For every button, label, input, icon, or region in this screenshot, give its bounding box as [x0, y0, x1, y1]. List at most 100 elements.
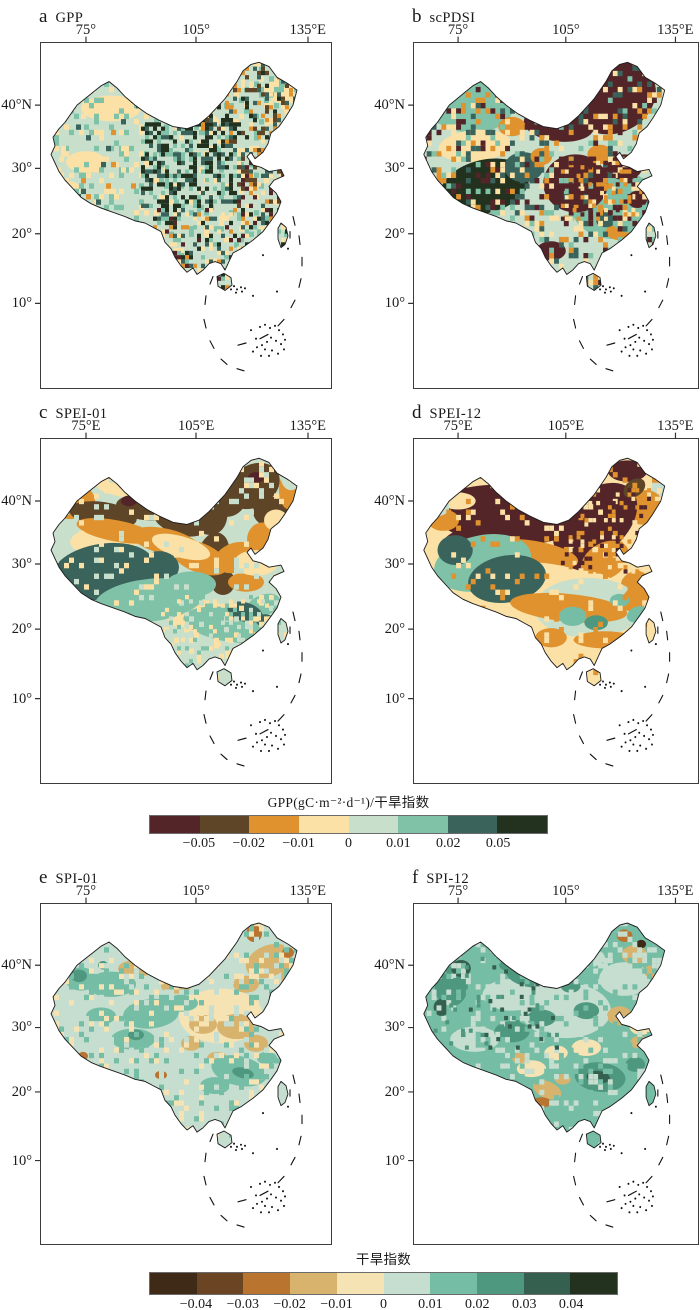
x-tick-label: 75°E	[443, 417, 473, 434]
colorbar-segment	[150, 816, 200, 833]
colorbar-tick-label: 0.02	[465, 1297, 490, 1310]
x-tick-label: 135°E	[657, 21, 694, 38]
colorbar-title: 干旱指数	[355, 1252, 412, 1267]
panel-title: f SPI-12	[412, 863, 469, 890]
y-tick-label: 30°	[11, 1019, 32, 1036]
panel-letter: d	[412, 402, 422, 423]
colorbar-tick-label: −0.02	[273, 1297, 306, 1310]
colorbar-segment	[199, 816, 250, 833]
panel-scpdsi: b scPDSI 75° 105° 135°E 40°N 30° 20° 10°	[374, 6, 699, 389]
y-tick-label: 10°	[11, 1152, 32, 1169]
panel-name: GPP	[55, 10, 84, 26]
colorbar-tick-label: −0.01	[320, 1297, 353, 1310]
panel-title: c SPEI-01	[39, 398, 107, 425]
colorbar-segment	[298, 816, 349, 833]
china-map-spi-01	[41, 904, 331, 1228]
panel-title: d SPEI-12	[412, 398, 481, 425]
colorbar-segment	[150, 1273, 197, 1294]
x-tick-label: 135°E	[289, 21, 326, 38]
x-tick-label: 135°E	[289, 417, 326, 434]
colorbar-tick-label: −0.02	[232, 836, 265, 851]
y-tick-label: 10°	[384, 1152, 405, 1169]
x-tick-label: 135°E	[289, 882, 326, 899]
y-tick-label: 10°	[11, 690, 32, 707]
china-map-spi-12	[414, 904, 698, 1228]
colorbar-segment	[398, 816, 448, 833]
panel-letter: c	[39, 402, 48, 423]
y-tick-label: 20°	[11, 225, 32, 242]
colorbar-tick-label: 0.04	[558, 1297, 584, 1310]
y-tick-label: 20°	[384, 620, 405, 637]
x-tick-label: 135°E	[657, 882, 694, 899]
panel-spei-12: d SPEI-12 75°E 105°E 135°E 40°N 30° 20° 1…	[374, 402, 699, 784]
panel-letter: a	[39, 6, 48, 27]
china-map-scpdsi	[414, 43, 698, 372]
panel-spei-01: c SPEI-01 75°E 105°E 135°E 40°N 30° 20° 1…	[1, 402, 332, 784]
colorbar-tick-label: 0.05	[485, 836, 511, 851]
panel-name: scPDSI	[429, 10, 476, 26]
colorbar-tick-label: 0.03	[511, 1297, 537, 1310]
y-tick-label: 10°	[11, 295, 32, 312]
x-tick-label: 105°	[182, 882, 210, 899]
panel-name: SPEI-12	[429, 406, 482, 422]
y-tick-label: 40°N	[374, 492, 405, 509]
x-tick-label: 105°	[182, 21, 210, 38]
colorbar-tick-label: 0	[380, 1297, 387, 1310]
y-tick-label: 10°	[384, 690, 405, 707]
colorbar-tick-label: 0.01	[418, 1297, 443, 1310]
y-tick-label: 20°	[11, 1083, 32, 1100]
y-tick-label: 20°	[384, 1083, 405, 1100]
colorbar-tick-label: −0.04	[179, 1297, 213, 1310]
panel-letter: f	[412, 867, 419, 888]
colorbar-tick-labels: −0.05 −0.02 −0.01 0 0.01 0.02 0.05	[149, 837, 548, 855]
china-map-spei-01	[41, 439, 331, 767]
colorbar-tick-label: 0	[345, 836, 352, 851]
y-tick-label: 40°N	[374, 96, 405, 113]
colorbar-segment	[497, 816, 547, 833]
y-tick-label: 10°	[384, 295, 405, 312]
colorbar-tick-label: −0.03	[226, 1297, 259, 1310]
colorbar-tick-label: −0.05	[182, 836, 216, 851]
colorbar-segment	[430, 1273, 477, 1294]
colorbar-tick-labels: −0.04 −0.03 −0.02 −0.01 0 0.01 0.02 0.03 0.04	[149, 1298, 618, 1310]
colorbar-segment	[290, 1273, 337, 1294]
panel-name: SPI-01	[55, 871, 99, 887]
y-tick-label: 30°	[11, 555, 32, 572]
colorbar-segment	[476, 1273, 524, 1294]
x-tick-label: 75°	[75, 882, 97, 899]
y-tick-label: 20°	[384, 225, 405, 242]
colorbar-segment	[523, 1273, 571, 1294]
colorbar-segment	[570, 1273, 618, 1294]
x-tick-label: 105°E	[547, 417, 585, 434]
y-tick-label: 30°	[384, 555, 405, 572]
china-map-gpp	[41, 43, 331, 372]
colorbar-drought: 干旱指数 −0.04 −0.03 −0.02 −0.01 0 0.01 0.02 0.03 0.…	[149, 1248, 618, 1310]
colorbar-tick-label: 0.02	[436, 836, 461, 851]
colorbar-title: GPP(gC·m⁻²·d⁻¹)/干旱指数	[267, 795, 430, 810]
panel-name: SPEI-01	[55, 406, 108, 422]
y-tick-label: 20°	[11, 620, 32, 637]
x-tick-label: 75°	[75, 21, 97, 38]
y-tick-label: 30°	[11, 159, 32, 176]
panel-title: a GPP	[39, 2, 83, 29]
colorbar-segment	[336, 1273, 384, 1294]
x-tick-label: 105°E	[177, 417, 215, 434]
panel-gpp: a GPP 75° 105° 135°E 40°N 30° 20° 10°	[1, 6, 332, 389]
colorbar-gpp-drought: GPP(gC·m⁻²·d⁻¹)/干旱指数 −0.05 −0.02 −0.01 0 0.0…	[149, 791, 548, 855]
colorbar-gradient	[149, 1272, 618, 1295]
panel-name: SPI-12	[426, 871, 470, 887]
y-tick-label: 30°	[384, 159, 405, 176]
x-tick-label: 75°E	[71, 417, 101, 434]
y-tick-label: 40°N	[1, 492, 32, 509]
panel-title: e SPI-01	[39, 863, 98, 890]
x-tick-label: 105°	[552, 882, 580, 899]
colorbar-tick-label: −0.01	[282, 836, 315, 851]
y-tick-label: 40°N	[1, 956, 32, 973]
colorbar-segment	[348, 816, 399, 833]
y-tick-label: 30°	[384, 1019, 405, 1036]
colorbar-segment	[196, 1273, 244, 1294]
panel-spi-01: e SPI-01 75° 105° 135°E 40°N 30° 20° 10°	[1, 867, 332, 1245]
y-tick-label: 40°N	[1, 96, 32, 113]
colorbar-segment	[243, 1273, 291, 1294]
